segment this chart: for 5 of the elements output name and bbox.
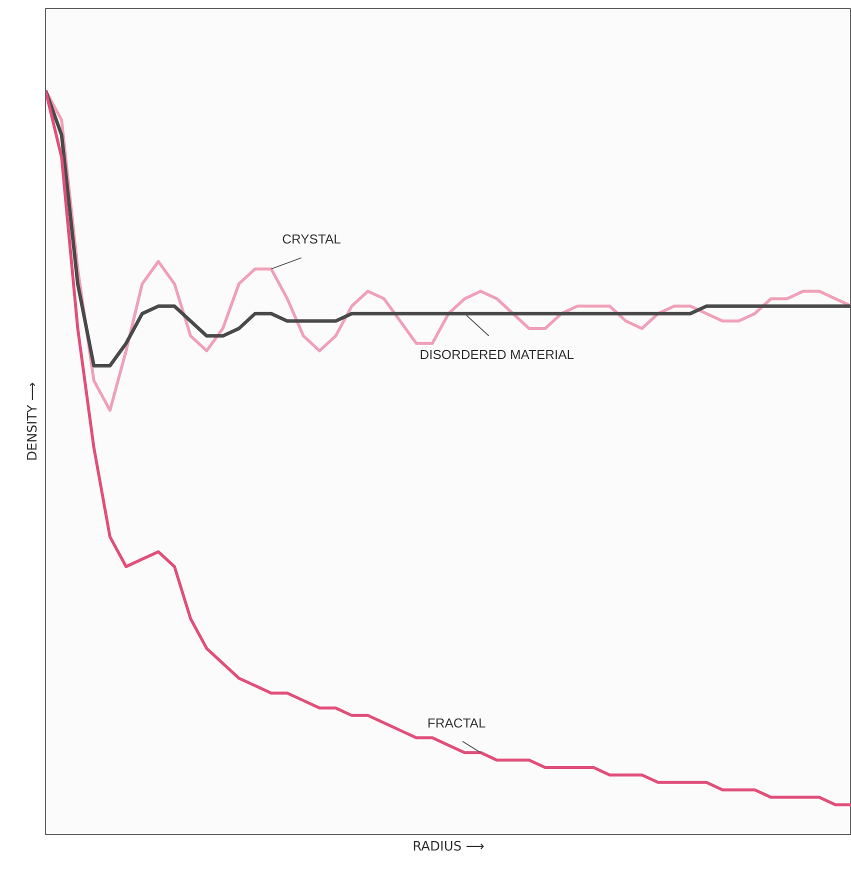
x-axis-title: RADIUS ⟶: [412, 840, 484, 854]
y-axis-title: DENSITY ⟶: [26, 382, 40, 461]
legend-label: DISORDERED MATERIAL: [420, 347, 574, 362]
series-label: CRYSTAL: [282, 232, 341, 247]
series-label: FRACTAL: [427, 715, 486, 730]
